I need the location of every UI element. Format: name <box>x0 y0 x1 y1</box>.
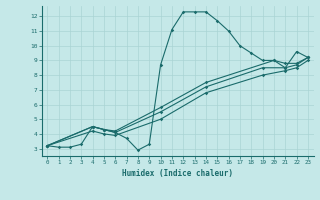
X-axis label: Humidex (Indice chaleur): Humidex (Indice chaleur) <box>122 169 233 178</box>
